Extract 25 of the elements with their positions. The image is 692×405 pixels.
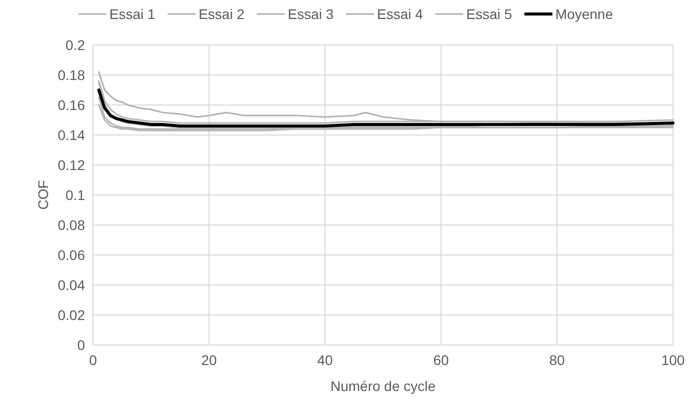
y-tick-label: 0 [77, 336, 86, 353]
y-tick-label: 0.14 [58, 126, 86, 143]
legend-label: Moyenne [555, 6, 614, 22]
x-tick-label: 60 [433, 352, 449, 368]
y-axis-title: COF [35, 180, 51, 210]
x-tick-label: 100 [661, 352, 685, 368]
x-tick-label: 80 [549, 352, 565, 368]
legend-label: Essai 3 [288, 6, 334, 22]
y-tick-label: 0.02 [58, 306, 86, 323]
y-tick-label: 0.1 [66, 186, 86, 203]
legend-label: Essai 2 [198, 6, 245, 22]
x-tick-label: 0 [89, 352, 98, 368]
x-axis-title: Numéro de cycle [330, 378, 436, 394]
y-tick-label: 0.12 [58, 156, 86, 173]
x-tick-label: 20 [201, 352, 217, 368]
x-tick-label: 40 [317, 352, 333, 368]
y-tick-label: 0.06 [58, 246, 86, 263]
y-tick-label: 0.16 [58, 96, 86, 113]
legend-label: Essai 1 [109, 6, 156, 22]
legend-label: Essai 5 [466, 6, 512, 22]
y-tick-label: 0.08 [58, 216, 86, 233]
y-tick-label: 0.18 [58, 66, 86, 83]
y-tick-label: 0.04 [58, 276, 86, 293]
y-tick-label: 0.2 [66, 36, 86, 53]
legend-label: Essai 4 [377, 6, 424, 22]
